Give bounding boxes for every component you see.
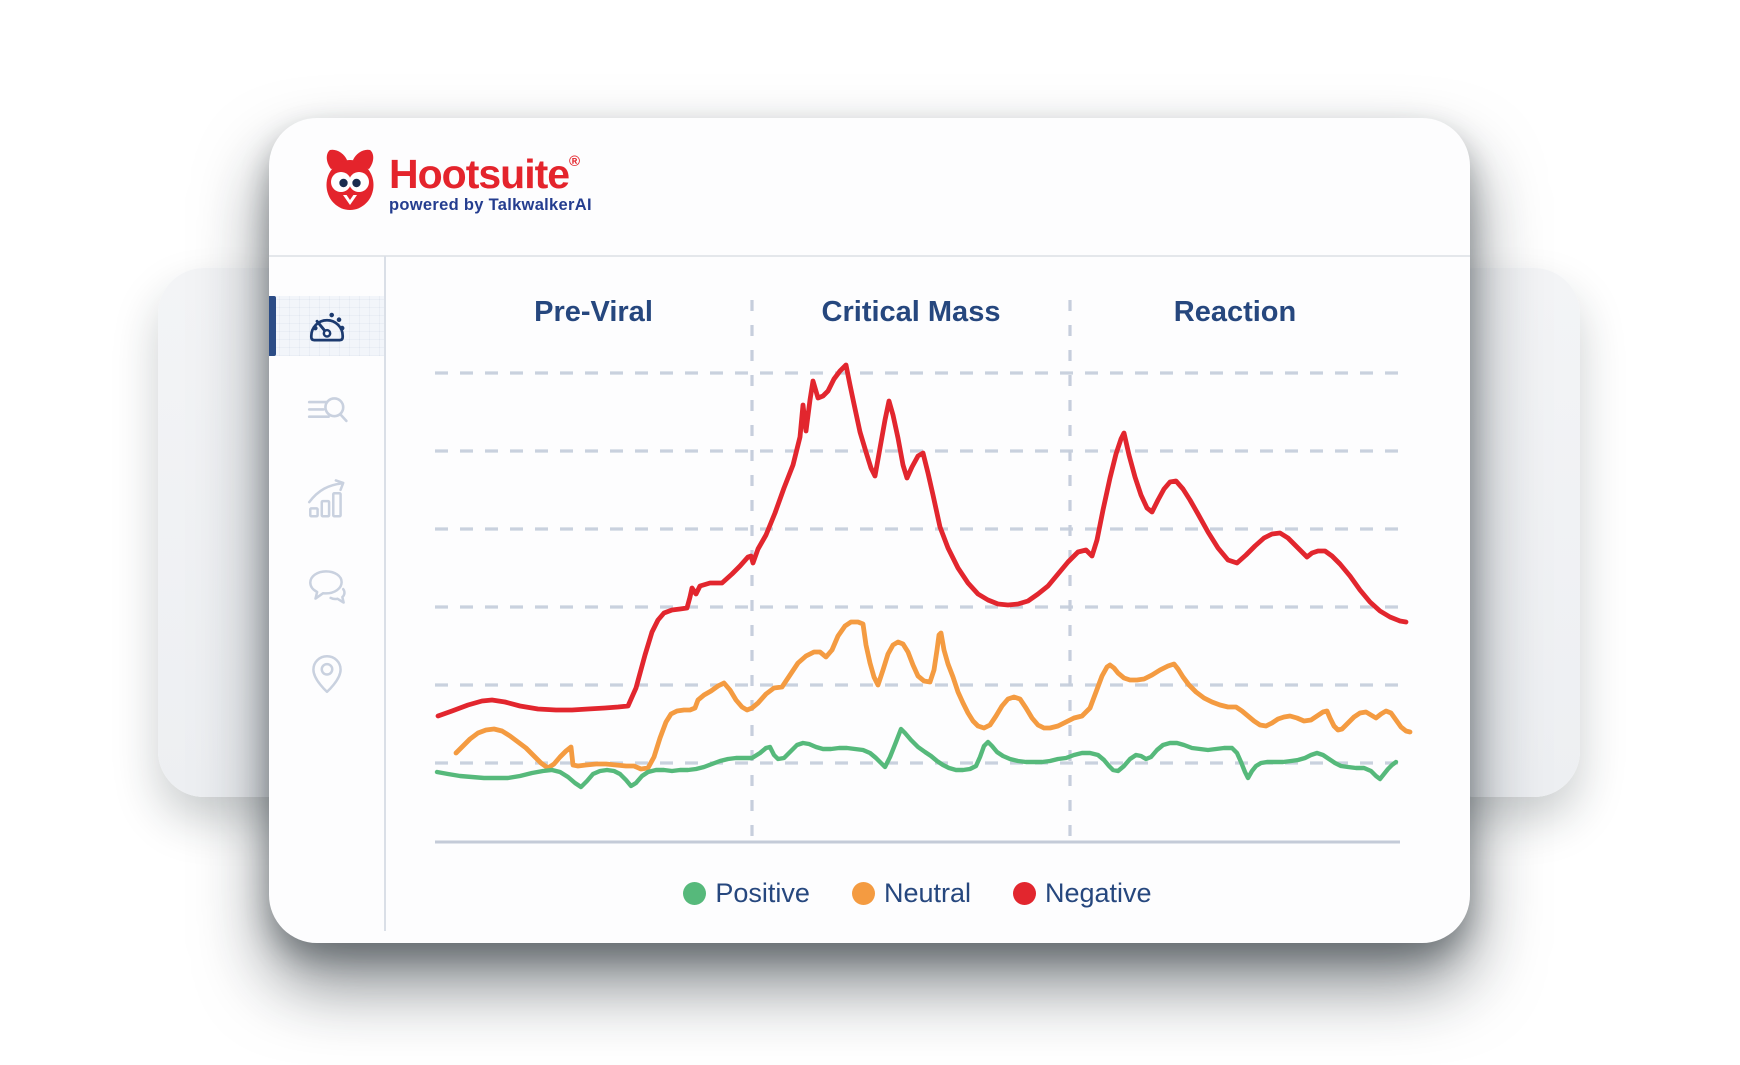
sidebar-item-search[interactable]	[269, 382, 384, 442]
legend-label-positive: Positive	[715, 878, 810, 908]
sidebar-item-locations[interactable]	[269, 644, 384, 704]
hootsuite-wordmark: Hootsuite®	[389, 151, 581, 197]
list-search-icon	[307, 397, 348, 423]
legend-item-neutral: Neutral	[851, 878, 971, 909]
phase-label-reaction: Reaction	[1173, 296, 1297, 328]
legend-item-negative: Negative	[1013, 878, 1152, 909]
dashboard-card: Hootsuite® powered by TalkwalkerAI	[269, 118, 1470, 943]
legend-item-positive: Positive	[683, 878, 810, 909]
legend-label-negative: Negative	[1045, 878, 1152, 908]
registered-trademark: ®	[569, 153, 581, 170]
trending-chart-icon	[307, 479, 344, 518]
hootsuite-logo: Hootsuite® powered by TalkwalkerAI	[318, 138, 592, 215]
active-item-indicator	[269, 296, 276, 356]
phase-labels: Pre-Viral Critical Mass Reaction	[435, 296, 1400, 329]
sidebar-item-conversations[interactable]	[269, 556, 384, 616]
sidebar-item-analytics[interactable]	[269, 469, 384, 529]
header-divider	[269, 255, 1470, 257]
phase-label-pre-viral: Pre-Viral	[534, 296, 653, 328]
chat-bubbles-icon	[308, 570, 346, 604]
phase-label-critical-mass: Critical Mass	[821, 296, 1001, 328]
negative-dot-icon	[1013, 882, 1036, 905]
chart-legend: Positive Neutral Negative	[435, 878, 1400, 909]
sidebar	[269, 256, 384, 930]
neutral-dot-icon	[851, 882, 875, 905]
powered-by-talkwalker-label: powered by TalkwalkerAI	[389, 196, 592, 214]
sidebar-item-dashboard[interactable]	[269, 296, 384, 356]
gauge-icon	[309, 312, 344, 342]
location-pin-icon	[311, 654, 342, 694]
positive-dot-icon	[683, 882, 707, 905]
sidebar-divider	[384, 256, 386, 931]
hootsuite-owl-icon	[326, 149, 374, 210]
legend-label-neutral: Neutral	[883, 878, 971, 908]
viral-trend-chart	[434, 300, 1413, 844]
